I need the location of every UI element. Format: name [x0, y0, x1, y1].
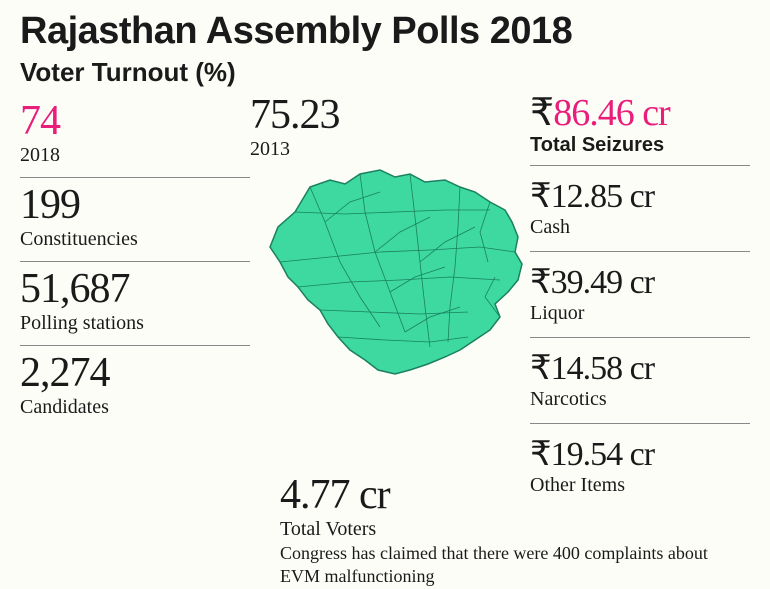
candidates-value: 2,274 — [20, 352, 250, 394]
total-seizures: ₹86.46 cr Total Seizures — [530, 94, 750, 166]
cash-value: ₹12.85 cr — [530, 180, 750, 214]
other-value: ₹19.54 cr — [530, 438, 750, 472]
columns-container: 74 2018 199 Constituencies 51,687 Pollin… — [20, 94, 750, 509]
middle-column: 75.23 2013 — [250, 94, 530, 509]
right-column: ₹86.46 cr Total Seizures ₹12.85 cr Cash … — [530, 94, 750, 509]
total-seizures-value: ₹86.46 cr — [530, 94, 750, 132]
rupee-symbol: ₹ — [530, 92, 553, 134]
complaint-note: Congress has claimed that there were 400… — [280, 542, 720, 589]
narcotics-seizure: ₹14.58 cr Narcotics — [530, 338, 750, 424]
constituencies-value: 199 — [20, 184, 250, 226]
map-svg — [250, 132, 530, 392]
subtitle: Voter Turnout (%) — [20, 57, 750, 88]
other-label: Other Items — [530, 474, 750, 497]
narcotics-value: ₹14.58 cr — [530, 352, 750, 386]
constituencies-stat: 199 Constituencies — [20, 178, 250, 262]
total-voters-label: Total Voters — [280, 518, 390, 541]
turnout-2018: 74 2018 — [20, 94, 250, 178]
other-seizure: ₹19.54 cr Other Items — [530, 424, 750, 509]
cash-label: Cash — [530, 216, 750, 239]
map-outline — [270, 170, 522, 374]
turnout-2013-value: 75.23 — [250, 94, 340, 136]
polling-stations-value: 51,687 — [20, 268, 250, 310]
liquor-seizure: ₹39.49 cr Liquor — [530, 252, 750, 338]
polling-stations-label: Polling stations — [20, 312, 250, 335]
total-seizures-label: Total Seizures — [530, 134, 750, 157]
candidates-label: Candidates — [20, 396, 250, 419]
polling-stations-stat: 51,687 Polling stations — [20, 262, 250, 346]
turnout-2018-year: 2018 — [20, 144, 250, 167]
total-seizures-amount: 86.46 cr — [553, 92, 670, 134]
page-title: Rajasthan Assembly Polls 2018 — [20, 10, 750, 53]
turnout-2018-value: 74 — [20, 100, 250, 142]
liquor-label: Liquor — [530, 302, 750, 325]
left-column: 74 2018 199 Constituencies 51,687 Pollin… — [20, 94, 250, 509]
narcotics-label: Narcotics — [530, 388, 750, 411]
rajasthan-map — [250, 132, 530, 392]
total-voters-stat: 4.77 cr Total Voters — [280, 474, 390, 541]
constituencies-label: Constituencies — [20, 228, 250, 251]
cash-seizure: ₹12.85 cr Cash — [530, 166, 750, 252]
liquor-value: ₹39.49 cr — [530, 266, 750, 300]
total-voters-value: 4.77 cr — [280, 474, 390, 516]
candidates-stat: 2,274 Candidates — [20, 346, 250, 429]
